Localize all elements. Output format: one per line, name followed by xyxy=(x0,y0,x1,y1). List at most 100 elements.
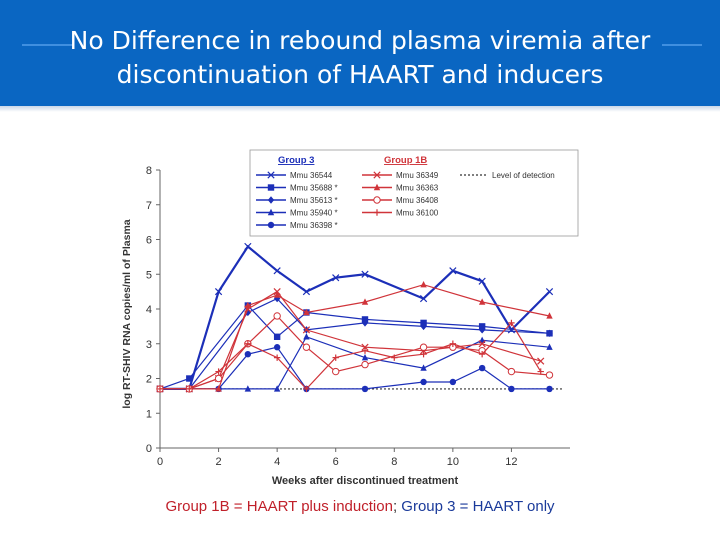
data-point xyxy=(244,301,252,309)
slide-title: No Difference in rebound plasma viremia … xyxy=(40,24,680,92)
x-tick-label: 12 xyxy=(505,456,517,468)
legend-heading-group-3: Group 3 xyxy=(278,155,314,166)
y-tick-label: 2 xyxy=(146,374,152,386)
data-point xyxy=(332,274,340,282)
data-point xyxy=(478,364,486,372)
data-point xyxy=(303,385,310,393)
x-tick-label: 2 xyxy=(216,456,222,468)
legend-swatch-marker xyxy=(373,209,381,216)
legend-entry-label: Mmu 36349 xyxy=(396,171,439,180)
legend-entry-label: Mmu 35940 * xyxy=(290,209,338,218)
legend-heading-group-1b: Group 1B xyxy=(384,155,427,166)
data-point xyxy=(302,326,311,334)
data-point xyxy=(186,385,193,393)
data-point xyxy=(507,367,516,376)
data-point xyxy=(449,267,457,275)
data-point xyxy=(332,354,339,361)
data-point xyxy=(420,364,427,371)
data-point xyxy=(361,343,369,351)
legend-detection-label: Level of detection xyxy=(492,171,555,180)
x-axis-label: Weeks after discontinued treatment xyxy=(272,475,459,487)
data-point xyxy=(449,340,457,347)
y-tick-label: 7 xyxy=(146,200,152,212)
x-tick-label: 4 xyxy=(274,456,280,468)
data-point xyxy=(244,340,252,347)
data-point xyxy=(273,312,281,320)
y-tick-label: 4 xyxy=(146,304,152,316)
data-point xyxy=(273,267,281,275)
data-point xyxy=(537,357,545,365)
x-tick-label: 10 xyxy=(447,456,459,468)
x-tick-label: 8 xyxy=(391,456,397,468)
x-tick-label: 6 xyxy=(333,456,339,468)
data-point xyxy=(420,280,427,288)
data-point xyxy=(508,385,515,393)
data-point xyxy=(244,385,252,392)
data-point xyxy=(214,288,223,296)
legend-swatch-marker xyxy=(373,171,381,179)
slide-title-line-1: No Difference in rebound plasma viremia … xyxy=(69,26,651,55)
data-point xyxy=(420,350,427,358)
data-point xyxy=(537,368,544,375)
chart-panel: 0 1 2 3 4 5 6 7 8 0 2 4 6 8 10 12 Weeks after discontinu… xyxy=(118,148,580,490)
data-point xyxy=(215,385,222,392)
series-line-mmu-36363 xyxy=(160,284,550,390)
data-point xyxy=(273,344,281,351)
y-tick-label: 0 xyxy=(146,443,152,455)
caption: Group 1B = HAART plus induction; Group 3… xyxy=(0,498,720,515)
data-point xyxy=(546,385,553,393)
data-point xyxy=(546,343,553,350)
title-rule-right xyxy=(662,44,702,46)
banner-shadow xyxy=(0,106,720,112)
data-point xyxy=(215,368,222,375)
data-point xyxy=(391,354,398,361)
data-point xyxy=(214,374,223,383)
data-point xyxy=(419,294,428,303)
legend-swatch-marker xyxy=(267,171,275,179)
data-point xyxy=(478,277,486,285)
data-point xyxy=(361,360,369,369)
data-point xyxy=(244,350,252,358)
title-rule-left xyxy=(22,44,74,46)
data-point xyxy=(508,319,515,327)
data-point xyxy=(303,333,310,340)
data-point xyxy=(273,385,281,392)
data-point xyxy=(419,343,428,351)
data-point xyxy=(186,375,193,382)
data-point xyxy=(273,291,281,298)
data-point xyxy=(303,308,310,316)
data-point xyxy=(156,385,164,393)
data-point xyxy=(478,326,486,334)
legend-swatch-marker xyxy=(267,221,275,229)
legend-swatch-marker xyxy=(267,184,275,191)
x-tick-label: 0 xyxy=(157,456,163,468)
legend-entry-label: Mmu 36100 xyxy=(396,209,439,218)
data-point xyxy=(545,288,554,296)
data-point xyxy=(361,347,369,354)
legend-swatch-marker xyxy=(267,196,275,204)
data-point xyxy=(361,270,369,278)
data-point xyxy=(361,353,369,361)
legend-entry-label: Mmu 36408 xyxy=(396,196,439,205)
series-line-mmu-36100 xyxy=(160,321,542,390)
y-tick-label: 8 xyxy=(146,165,152,177)
data-point xyxy=(273,333,281,340)
legend-entry-label: Mmu 36544 xyxy=(290,171,333,180)
data-point xyxy=(332,367,340,376)
data-point xyxy=(361,319,369,327)
data-point xyxy=(244,242,252,251)
y-tick-label: 3 xyxy=(146,339,152,351)
legend-entry-label: Mmu 35613 * xyxy=(290,196,338,205)
slide-title-line-2: discontinuation of HAART and inducers xyxy=(116,60,604,89)
data-point xyxy=(546,329,553,338)
caption-group-1b: Group 1B = HAART plus induction xyxy=(165,498,393,515)
data-point xyxy=(478,350,486,358)
legend-entry-label: Mmu 36363 xyxy=(396,184,439,193)
legend-swatch-marker xyxy=(373,196,381,204)
caption-group-3: Group 3 = HAART only xyxy=(401,498,555,515)
y-axis-label: log RT-SHIV RNA copies/ml of Plasma xyxy=(121,219,133,408)
caption-separator: ; xyxy=(392,498,402,515)
y-tick-label: 5 xyxy=(146,269,152,281)
legend-box xyxy=(249,149,579,237)
